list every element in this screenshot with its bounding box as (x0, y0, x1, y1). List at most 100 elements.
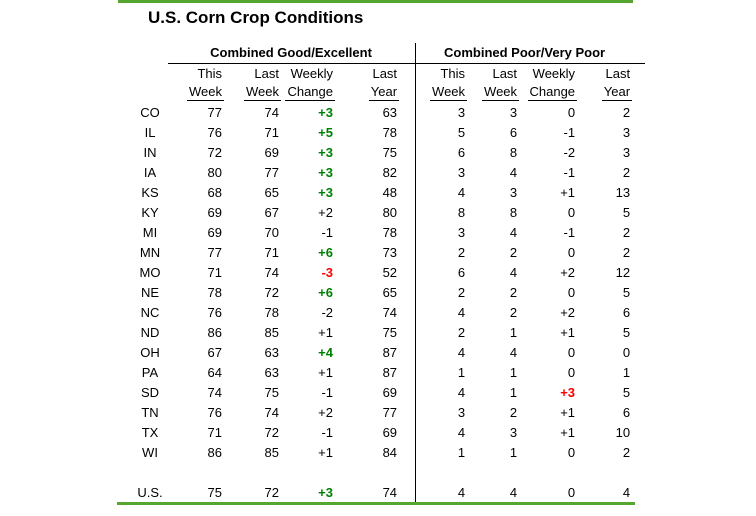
state-label: U.S. (137, 484, 163, 500)
pv-weekly-change-value: 0 (567, 244, 576, 260)
section-gap (400, 222, 416, 242)
ge-weekly-change-value: +1 (318, 364, 333, 380)
ge-last-year-value: 82 (382, 164, 398, 180)
state-label: TN (141, 404, 159, 420)
pv-weekly-change-value: -1 (563, 224, 576, 240)
ge-last-week-value: 78 (264, 304, 279, 320)
ge-weekly-change-value: +3 (318, 104, 333, 120)
pv-weekly-change-value: +1 (560, 184, 576, 200)
ge-this-week-value: 75 (207, 484, 222, 500)
state-label: WI (142, 444, 158, 460)
pv-weekly-change-value: 0 (567, 204, 576, 220)
ge-weekly-change-value: +6 (318, 284, 333, 300)
pv-weekly-change-value: +2 (560, 304, 576, 320)
ge-last-year-value: 74 (382, 484, 398, 500)
ge-this-week-value: 71 (207, 264, 222, 280)
ge-this-week-value: 71 (207, 424, 222, 440)
pv-last-year-value: 2 (622, 104, 631, 120)
pv-weekly-change-value: -1 (563, 164, 576, 180)
ge-this-week-value: 64 (207, 364, 222, 380)
ge-this-week-value: 69 (207, 204, 222, 220)
ge-last-year-value: 87 (382, 344, 398, 360)
pv-weekly-change-value: 0 (567, 284, 576, 300)
ge-this-week-value: 77 (207, 104, 222, 120)
pv-this-week-value: 3 (457, 164, 466, 180)
state-label: MO (139, 264, 161, 280)
pv-this-week-value: 3 (457, 224, 466, 240)
pv-weekly-change-value: 0 (567, 104, 576, 120)
ge-last-year-value: 75 (382, 144, 398, 160)
section-gap (400, 162, 416, 182)
pv-this-week-value: 4 (457, 424, 466, 440)
section-gap (400, 322, 416, 342)
table-row: NE 78 72 +6 65 2 2 0 5 (118, 282, 633, 302)
ge-last-week-value: 75 (264, 384, 279, 400)
ge-weekly-change-value: +4 (318, 344, 333, 360)
state-label: KY (141, 204, 159, 220)
pv-weekly-change-value: 0 (567, 444, 576, 460)
ge-weekly-change-value: +2 (318, 204, 333, 220)
section-gap (400, 282, 416, 302)
col-header-ge-week2: Week (244, 83, 281, 101)
col-header-pv-year: Year (601, 83, 633, 101)
pv-last-year-value: 5 (622, 384, 631, 400)
pv-weekly-change-value: +2 (560, 264, 576, 280)
pv-last-year-value: 2 (622, 444, 631, 460)
pv-last-week-value: 2 (509, 304, 518, 320)
pv-last-week-value: 3 (509, 184, 518, 200)
section-gap (400, 342, 416, 362)
ge-weekly-change-value: -3 (321, 264, 333, 280)
state-label: TX (141, 424, 159, 440)
ge-this-week-value: 76 (207, 124, 222, 140)
ge-last-year-value: 63 (382, 104, 398, 120)
ge-this-week-value: 76 (207, 304, 222, 320)
section-header-underline (168, 63, 645, 64)
pv-last-week-value: 8 (509, 204, 518, 220)
ge-this-week-value: 86 (207, 324, 222, 340)
section-title-good-excellent: Combined Good/Excellent (210, 44, 372, 60)
ge-this-week-value: 74 (207, 384, 222, 400)
ge-last-year-value: 48 (382, 184, 398, 200)
pv-last-year-value: 3 (622, 144, 631, 160)
state-label: NC (140, 304, 160, 320)
pv-last-year-value: 5 (622, 284, 631, 300)
table-row: TX 71 72 -1 69 4 3 +1 10 (118, 422, 633, 442)
state-label: IN (143, 144, 157, 160)
ge-weekly-change-value: -1 (321, 224, 333, 240)
ge-weekly-change-value: -2 (321, 304, 333, 320)
pv-last-week-value: 4 (509, 484, 518, 500)
col-header-ge-last: Last (254, 66, 279, 81)
section-gap (400, 202, 416, 222)
state-label: KS (141, 184, 159, 200)
ge-last-week-value: 63 (264, 364, 279, 380)
ge-last-year-value: 84 (382, 444, 398, 460)
ge-this-week-value: 77 (207, 244, 222, 260)
col-header-ge-year: Year (368, 83, 400, 101)
ge-last-week-value: 74 (264, 264, 279, 280)
ge-weekly-change-value: -1 (321, 424, 333, 440)
pv-weekly-change-value: -2 (563, 144, 576, 160)
section-gap (400, 102, 416, 122)
ge-last-week-value: 72 (264, 484, 279, 500)
ge-last-year-value: 75 (382, 324, 398, 340)
col-header-pv-last: Last (492, 66, 518, 81)
state-label: SD (140, 384, 160, 400)
state-label: MI (142, 224, 158, 240)
state-label: MN (139, 244, 161, 260)
ge-weekly-change-value: +3 (318, 184, 333, 200)
table-row: MN 77 71 +6 73 2 2 0 2 (118, 242, 633, 262)
pv-last-week-value: 1 (509, 384, 518, 400)
ge-weekly-change-value: +1 (318, 324, 333, 340)
table-row: SD 74 75 -1 69 4 1 +3 5 (118, 382, 633, 402)
section-gap (400, 402, 416, 422)
table-row: IL 76 71 +5 78 5 6 -1 3 (118, 122, 633, 142)
spacer-row (118, 462, 633, 482)
col-header-pv-week1: Week (430, 83, 468, 101)
ge-last-year-value: 73 (382, 244, 398, 260)
column-header-row-line2: Week Week Change Year Week Week Change Y… (118, 83, 633, 102)
ge-this-week-value: 68 (207, 184, 222, 200)
pv-last-week-value: 1 (509, 364, 518, 380)
col-header-pv-week2: Week (482, 83, 520, 101)
pv-this-week-value: 6 (457, 144, 466, 160)
